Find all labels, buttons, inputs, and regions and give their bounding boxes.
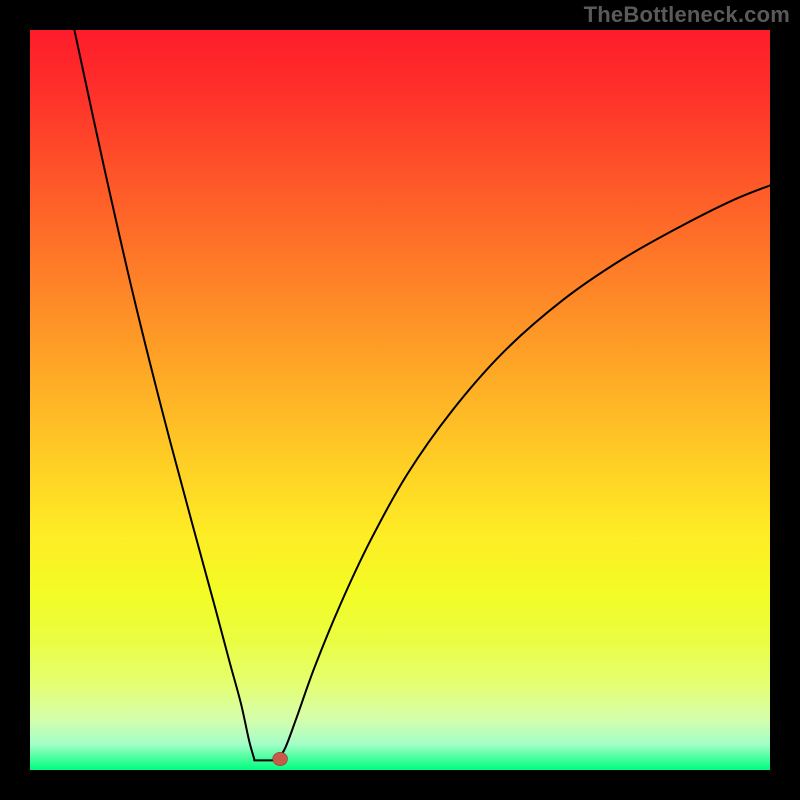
chart-background [30,30,770,770]
watermark-text: TheBottleneck.com [584,2,790,28]
optimum-marker [273,752,288,765]
chart-frame: TheBottleneck.com [0,0,800,800]
plot-area [30,30,770,770]
chart-svg [30,30,770,770]
